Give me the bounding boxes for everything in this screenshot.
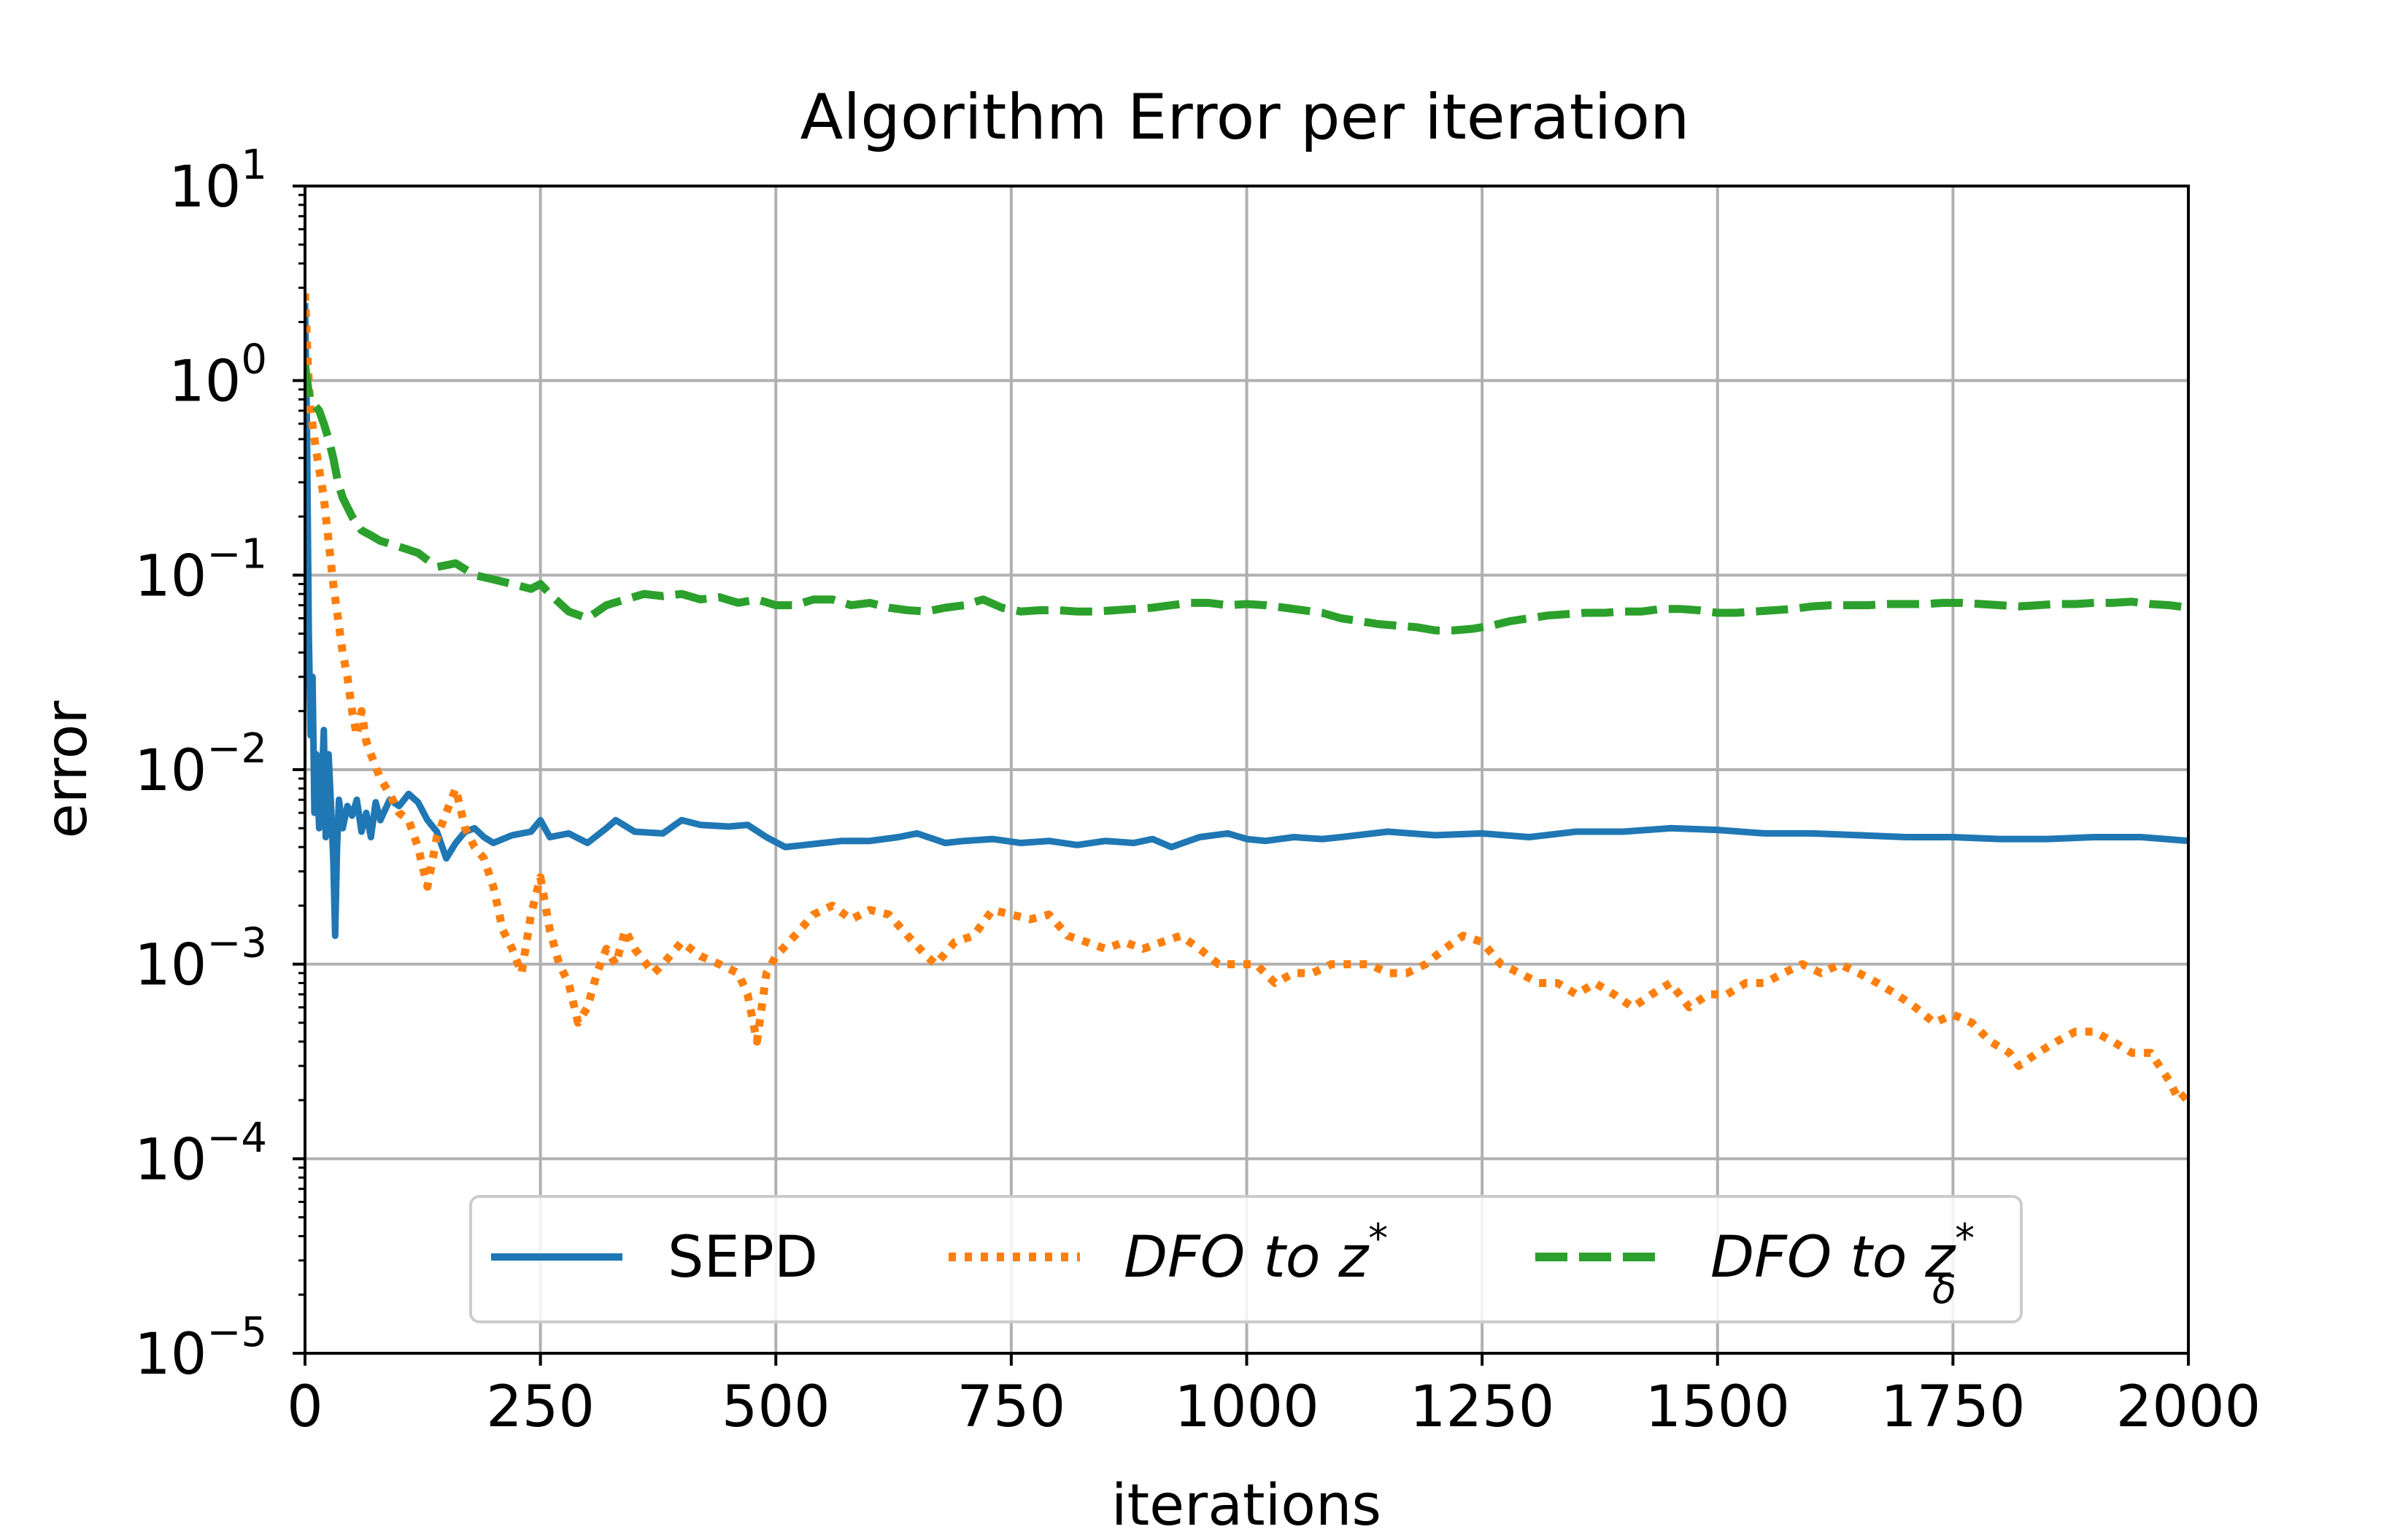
chart-title: Algorithm Error per iteration [800,81,1690,154]
series-line-2 [305,364,2188,635]
y-axis-label: error [34,700,100,839]
x-tick-label: 1500 [1645,1374,1790,1440]
legend-box [469,1195,2023,1323]
x-tick-label: 1250 [1410,1374,1555,1440]
y-tick-label: 100 [169,336,267,415]
legend-label-dfo-z: DFO to z* [1124,1215,1388,1291]
series-line-1 [305,293,2188,1104]
x-tick-labels: 0 250 500 750 1000 1250 1500 1750 2000 [287,1374,2261,1440]
x-tick-label: 0 [287,1374,323,1440]
x-tick-label: 250 [486,1374,595,1440]
series-layer [305,293,2188,1104]
x-tick-label: 2000 [2116,1374,2261,1440]
x-axis-label: iterations [1111,1473,1381,1532]
y-tick-label: 10−5 [134,1309,267,1388]
y-tick-label: 10−2 [134,725,267,804]
legend-label-dfo-zdelta: DFO to z* δ [1710,1215,1975,1312]
x-tick-label: 500 [722,1374,830,1440]
y-tick-labels: 101 100 10−1 10−2 10−3 10−4 10−5 [134,142,267,1388]
x-tick-label: 750 [957,1374,1065,1440]
x-tick-label: 1750 [1880,1374,2026,1440]
series-line-0 [305,303,2188,940]
y-tick-label: 10−4 [134,1114,267,1193]
legend-label-sepd: SEPD [668,1225,818,1291]
y-tick-label: 10−1 [134,530,267,609]
ticks [293,185,2190,1366]
y-tick-label: 10−3 [134,920,267,999]
x-tick-label: 1000 [1174,1374,1319,1440]
y-tick-label: 101 [169,142,267,220]
legend: SEPD DFO to z* DFO to z* δ [469,1195,2023,1323]
